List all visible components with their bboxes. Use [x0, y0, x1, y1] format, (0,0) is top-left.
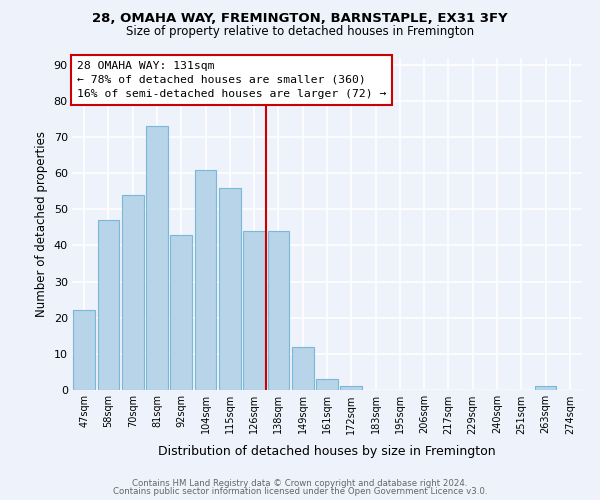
Bar — [292, 346, 314, 390]
X-axis label: Distribution of detached houses by size in Fremington: Distribution of detached houses by size … — [158, 444, 496, 458]
Bar — [340, 386, 362, 390]
Bar — [73, 310, 95, 390]
Y-axis label: Number of detached properties: Number of detached properties — [35, 130, 48, 317]
Bar — [219, 188, 241, 390]
Bar — [122, 195, 143, 390]
Bar — [316, 379, 338, 390]
Text: Size of property relative to detached houses in Fremington: Size of property relative to detached ho… — [126, 25, 474, 38]
Bar — [146, 126, 168, 390]
Bar — [535, 386, 556, 390]
Text: 28 OMAHA WAY: 131sqm
← 78% of detached houses are smaller (360)
16% of semi-deta: 28 OMAHA WAY: 131sqm ← 78% of detached h… — [77, 61, 386, 99]
Bar — [97, 220, 119, 390]
Bar — [268, 231, 289, 390]
Bar — [194, 170, 217, 390]
Bar — [170, 234, 192, 390]
Text: Contains public sector information licensed under the Open Government Licence v3: Contains public sector information licen… — [113, 487, 487, 496]
Text: Contains HM Land Registry data © Crown copyright and database right 2024.: Contains HM Land Registry data © Crown c… — [132, 478, 468, 488]
Text: 28, OMAHA WAY, FREMINGTON, BARNSTAPLE, EX31 3FY: 28, OMAHA WAY, FREMINGTON, BARNSTAPLE, E… — [92, 12, 508, 26]
Bar — [243, 231, 265, 390]
